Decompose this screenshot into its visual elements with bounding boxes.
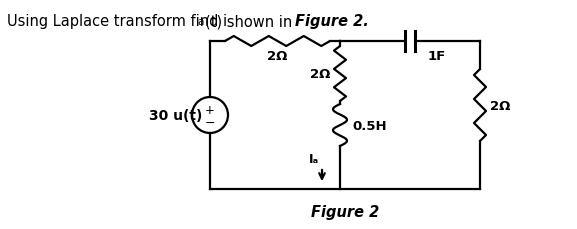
Text: 0.5H: 0.5H (352, 119, 387, 132)
Text: a: a (197, 17, 203, 27)
Text: 1F: 1F (428, 50, 446, 63)
Text: Figure 2.: Figure 2. (295, 14, 369, 29)
Text: Using Laplace transform find i: Using Laplace transform find i (7, 14, 227, 29)
Text: +: + (205, 103, 215, 116)
Text: (t) shown in: (t) shown in (205, 14, 297, 29)
Text: Iₐ: Iₐ (309, 152, 319, 165)
Text: 30 u(t): 30 u(t) (149, 109, 202, 123)
Text: 2Ω: 2Ω (267, 50, 288, 63)
Text: 2Ω: 2Ω (490, 99, 511, 112)
Text: −: − (205, 116, 215, 129)
Text: Figure 2: Figure 2 (311, 204, 379, 219)
Text: 2Ω: 2Ω (310, 68, 330, 81)
